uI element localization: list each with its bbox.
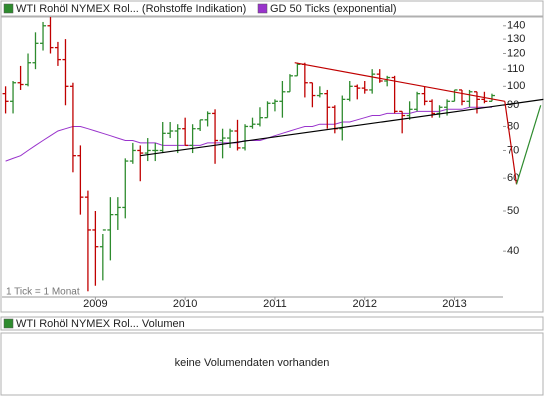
y-tick-label: 80	[507, 120, 519, 132]
y-tick-label: 70	[507, 144, 519, 156]
tick-note: 1 Tick = 1 Monat	[6, 287, 80, 298]
y-tick-label: 120	[507, 47, 525, 59]
trendline	[515, 105, 542, 185]
x-tick-label: 2013	[442, 298, 466, 310]
trendline	[504, 101, 518, 185]
volume-legend-swatch	[3, 318, 14, 329]
y-tick-label: 100	[507, 80, 525, 92]
y-tick-label: 40	[507, 245, 519, 257]
volume-message: keine Volumendaten vorhanden	[175, 357, 330, 369]
trendline	[140, 98, 544, 157]
volume-title: WTI Rohöl NYMEX Rol... Volumen	[16, 318, 185, 330]
x-tick-label: 2010	[173, 298, 197, 310]
y-tick-label: 50	[507, 205, 519, 217]
legend-swatch	[3, 3, 14, 14]
legend-swatch	[257, 3, 268, 14]
legend-label: WTI Rohöl NYMEX Rol... (Rohstoffe Indika…	[16, 3, 246, 15]
plot-frame	[0, 16, 544, 313]
x-tick-label: 2012	[352, 298, 376, 310]
legend-box	[0, 0, 544, 17]
y-tick-label: 90	[507, 99, 519, 111]
y-tick-label: 140	[507, 20, 525, 32]
legend-label: GD 50 Ticks (exponential)	[270, 3, 397, 15]
x-tick-label: 2009	[83, 298, 107, 310]
trendline	[294, 62, 505, 102]
y-tick-label: 130	[507, 33, 525, 45]
volume-legend-box	[0, 316, 544, 331]
y-tick-label: 110	[507, 63, 525, 75]
volume-panel	[0, 332, 544, 396]
x-tick-label: 2011	[263, 298, 287, 310]
